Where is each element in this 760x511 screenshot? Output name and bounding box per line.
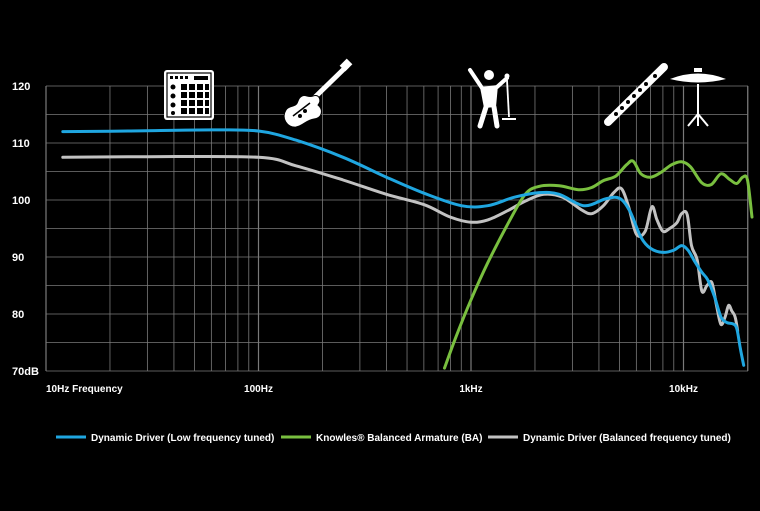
y-tick-label: 80 bbox=[12, 309, 24, 321]
series-line-1 bbox=[61, 128, 746, 367]
legend: Dynamic Driver (Low frequency tuned) Know… bbox=[56, 433, 731, 444]
drum-machine-icon bbox=[164, 70, 214, 120]
cymbal-icon bbox=[670, 68, 726, 127]
y-tick-label: 70dB bbox=[12, 366, 39, 378]
electric-guitar-icon bbox=[283, 58, 353, 128]
y-tick-label: 100 bbox=[12, 195, 30, 207]
y-tick-label: 90 bbox=[12, 252, 24, 264]
x-axis-labels: 10Hz Frequency 100Hz 1kHz 10kHz bbox=[46, 384, 698, 395]
series-lines bbox=[61, 128, 754, 370]
y-axis-labels: 120 110 100 90 80 70dB bbox=[12, 81, 39, 378]
x-tick-label: 10Hz Frequency bbox=[46, 384, 123, 395]
y-tick-label: 110 bbox=[12, 138, 30, 150]
flute-icon bbox=[604, 63, 668, 126]
singer-icon bbox=[468, 68, 516, 129]
instrument-icons bbox=[164, 58, 726, 129]
x-tick-label: 1kHz bbox=[459, 384, 482, 395]
legend-label: Dynamic Driver (Low frequency tuned) bbox=[91, 433, 274, 444]
y-tick-label: 120 bbox=[12, 81, 30, 93]
legend-label: Knowles® Balanced Armature (BA) bbox=[316, 433, 482, 444]
x-tick-label: 10kHz bbox=[669, 384, 698, 395]
series-line-2 bbox=[443, 159, 754, 370]
series-line-3 bbox=[61, 154, 740, 333]
x-tick-label: 100Hz bbox=[244, 384, 273, 395]
legend-label: Dynamic Driver (Balanced frequency tuned… bbox=[523, 433, 731, 444]
gridlines bbox=[45, 85, 749, 372]
